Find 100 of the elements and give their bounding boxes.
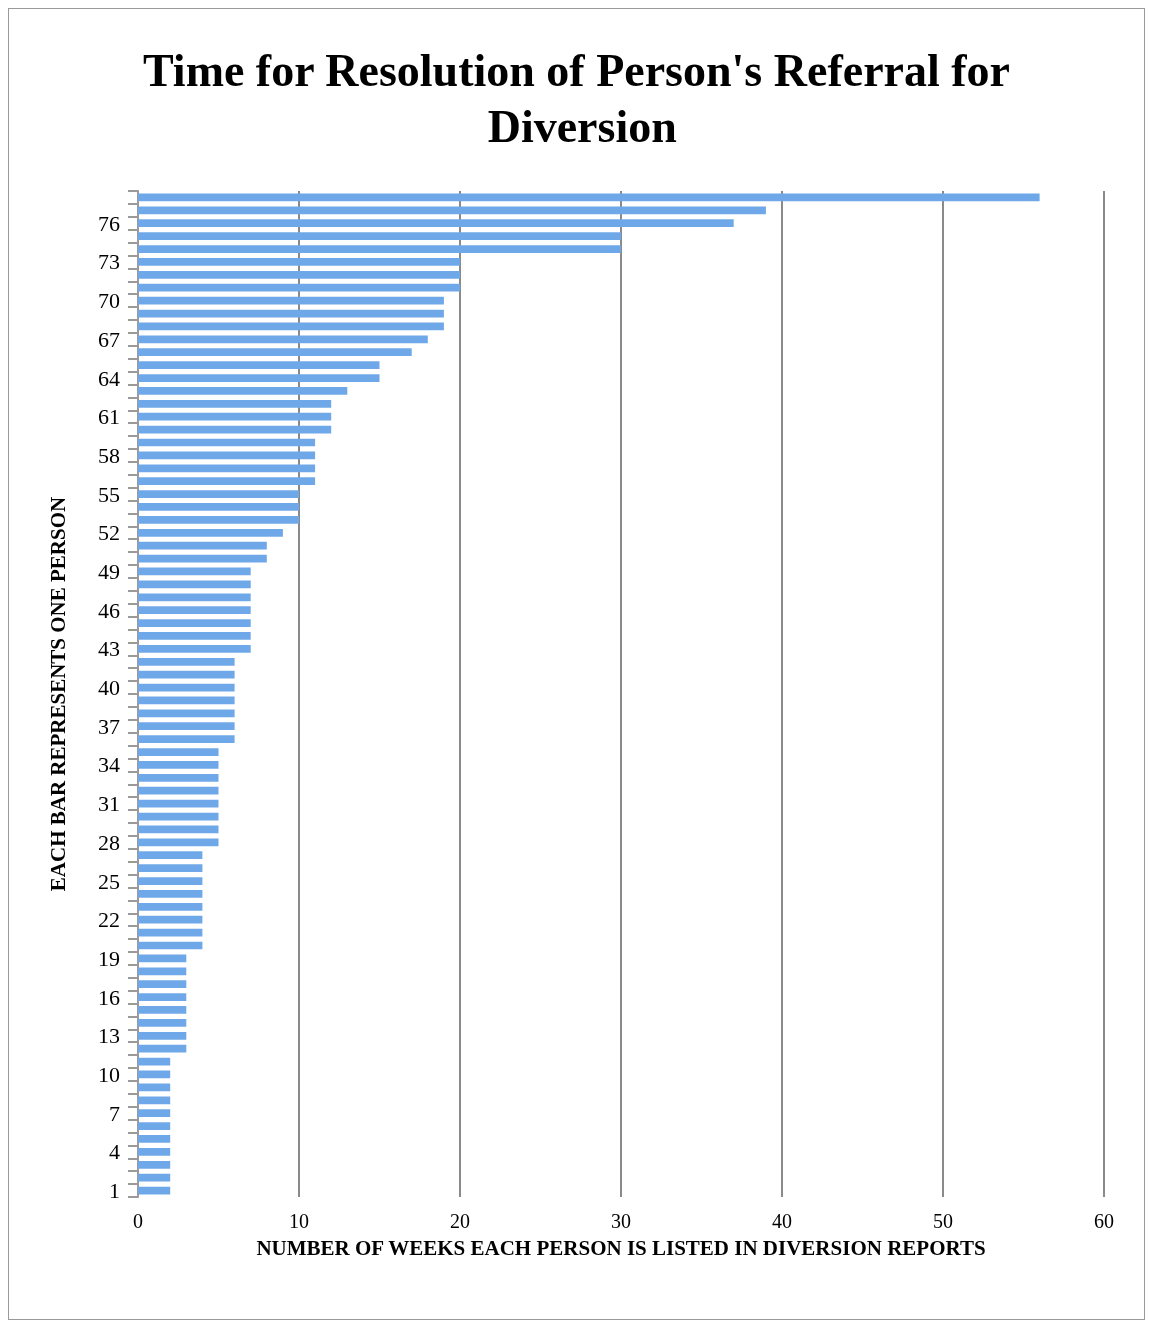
bar <box>138 928 203 937</box>
y-tick-label: 49 <box>98 558 120 584</box>
bar <box>138 954 187 963</box>
x-tick-label: 30 <box>611 1210 631 1232</box>
bar <box>138 722 235 731</box>
x-tick-label: 60 <box>1094 1210 1114 1232</box>
y-tick-label: 67 <box>98 326 120 352</box>
bar <box>138 902 203 911</box>
bar <box>138 851 203 860</box>
bar <box>138 528 283 537</box>
bar <box>138 825 219 834</box>
y-tick-label: 22 <box>98 907 120 933</box>
bar <box>138 1096 171 1105</box>
bar <box>138 980 187 989</box>
y-tick-label: 19 <box>98 945 120 971</box>
chart-title: Time for Resolution of Person's Referral for Diversion <box>143 44 1010 152</box>
bar <box>138 967 187 976</box>
bar <box>138 464 316 473</box>
bar <box>138 683 235 692</box>
bar <box>138 1135 171 1143</box>
bar <box>138 1031 187 1040</box>
bar <box>138 606 251 615</box>
bar <box>138 438 316 447</box>
bar <box>138 1122 171 1130</box>
bar <box>138 399 332 408</box>
y-tick-label: 4 <box>109 1139 120 1165</box>
bar <box>138 477 316 486</box>
bar <box>138 567 251 576</box>
bar <box>138 657 235 666</box>
bar <box>138 219 734 228</box>
y-tick-label: 31 <box>98 791 120 817</box>
y-tick-label: 55 <box>98 481 120 507</box>
bar <box>138 1070 171 1079</box>
bar <box>138 322 444 331</box>
bar <box>138 632 251 640</box>
bar <box>138 993 187 1001</box>
bar <box>138 773 219 782</box>
bar <box>138 374 380 382</box>
y-tick-label: 76 <box>98 210 120 236</box>
bar <box>138 696 235 705</box>
y-tick-label: 16 <box>98 984 120 1010</box>
bar <box>138 503 299 511</box>
y-tick-label: 73 <box>98 249 120 275</box>
x-tick-label: 50 <box>933 1210 953 1232</box>
bar <box>138 258 460 266</box>
y-tick-label: 7 <box>109 1100 120 1126</box>
bar <box>138 1083 171 1092</box>
bar <box>138 838 219 847</box>
bar <box>138 890 203 898</box>
bar <box>138 799 219 808</box>
y-tick-label: 37 <box>98 713 120 739</box>
bar <box>138 296 444 305</box>
x-tick-label: 40 <box>772 1210 792 1232</box>
bar <box>138 541 267 550</box>
bar <box>138 283 460 292</box>
bar <box>138 412 332 421</box>
bar <box>138 1160 171 1169</box>
bar <box>138 425 332 434</box>
y-tick-label: 58 <box>98 442 120 468</box>
bar <box>138 1057 171 1066</box>
y-tick-label: 61 <box>98 404 120 430</box>
bar <box>138 348 412 357</box>
bar <box>138 1173 171 1182</box>
bar <box>138 761 219 769</box>
bar <box>138 206 766 215</box>
bar <box>138 748 219 756</box>
bar <box>138 361 380 369</box>
bar <box>138 786 219 795</box>
bar <box>138 1019 187 1027</box>
bar <box>138 877 203 885</box>
y-tick-label: 34 <box>98 752 120 778</box>
bar <box>138 1109 171 1118</box>
bar <box>138 580 251 589</box>
bar <box>138 193 1040 202</box>
bar <box>138 490 299 498</box>
bar <box>138 309 444 318</box>
x-axis-title: NUMBER OF WEEKS EACH PERSON IS LISTED IN DIVERSION REPORTS <box>256 1235 986 1260</box>
x-tick-label: 10 <box>289 1210 309 1232</box>
y-tick-label: 52 <box>98 520 120 546</box>
y-tick-label: 70 <box>98 288 120 314</box>
x-tick-label: 0 <box>133 1210 143 1232</box>
bar <box>138 387 348 395</box>
bar <box>138 1147 171 1156</box>
y-tick-label: 43 <box>98 636 120 662</box>
y-tick-label: 10 <box>98 1061 120 1087</box>
bar <box>138 451 316 460</box>
bar <box>138 670 235 679</box>
bar <box>138 335 428 344</box>
y-tick-label: 1 <box>109 1178 120 1204</box>
bar <box>138 915 203 924</box>
bar <box>138 619 251 627</box>
bar <box>138 232 621 241</box>
y-tick-label: 28 <box>98 829 120 855</box>
y-tick-label: 25 <box>98 868 120 894</box>
bar <box>138 864 203 872</box>
bar <box>138 812 219 821</box>
bar <box>138 1186 171 1195</box>
bar <box>138 735 235 744</box>
y-tick-label: 40 <box>98 675 120 701</box>
bar <box>138 516 299 524</box>
